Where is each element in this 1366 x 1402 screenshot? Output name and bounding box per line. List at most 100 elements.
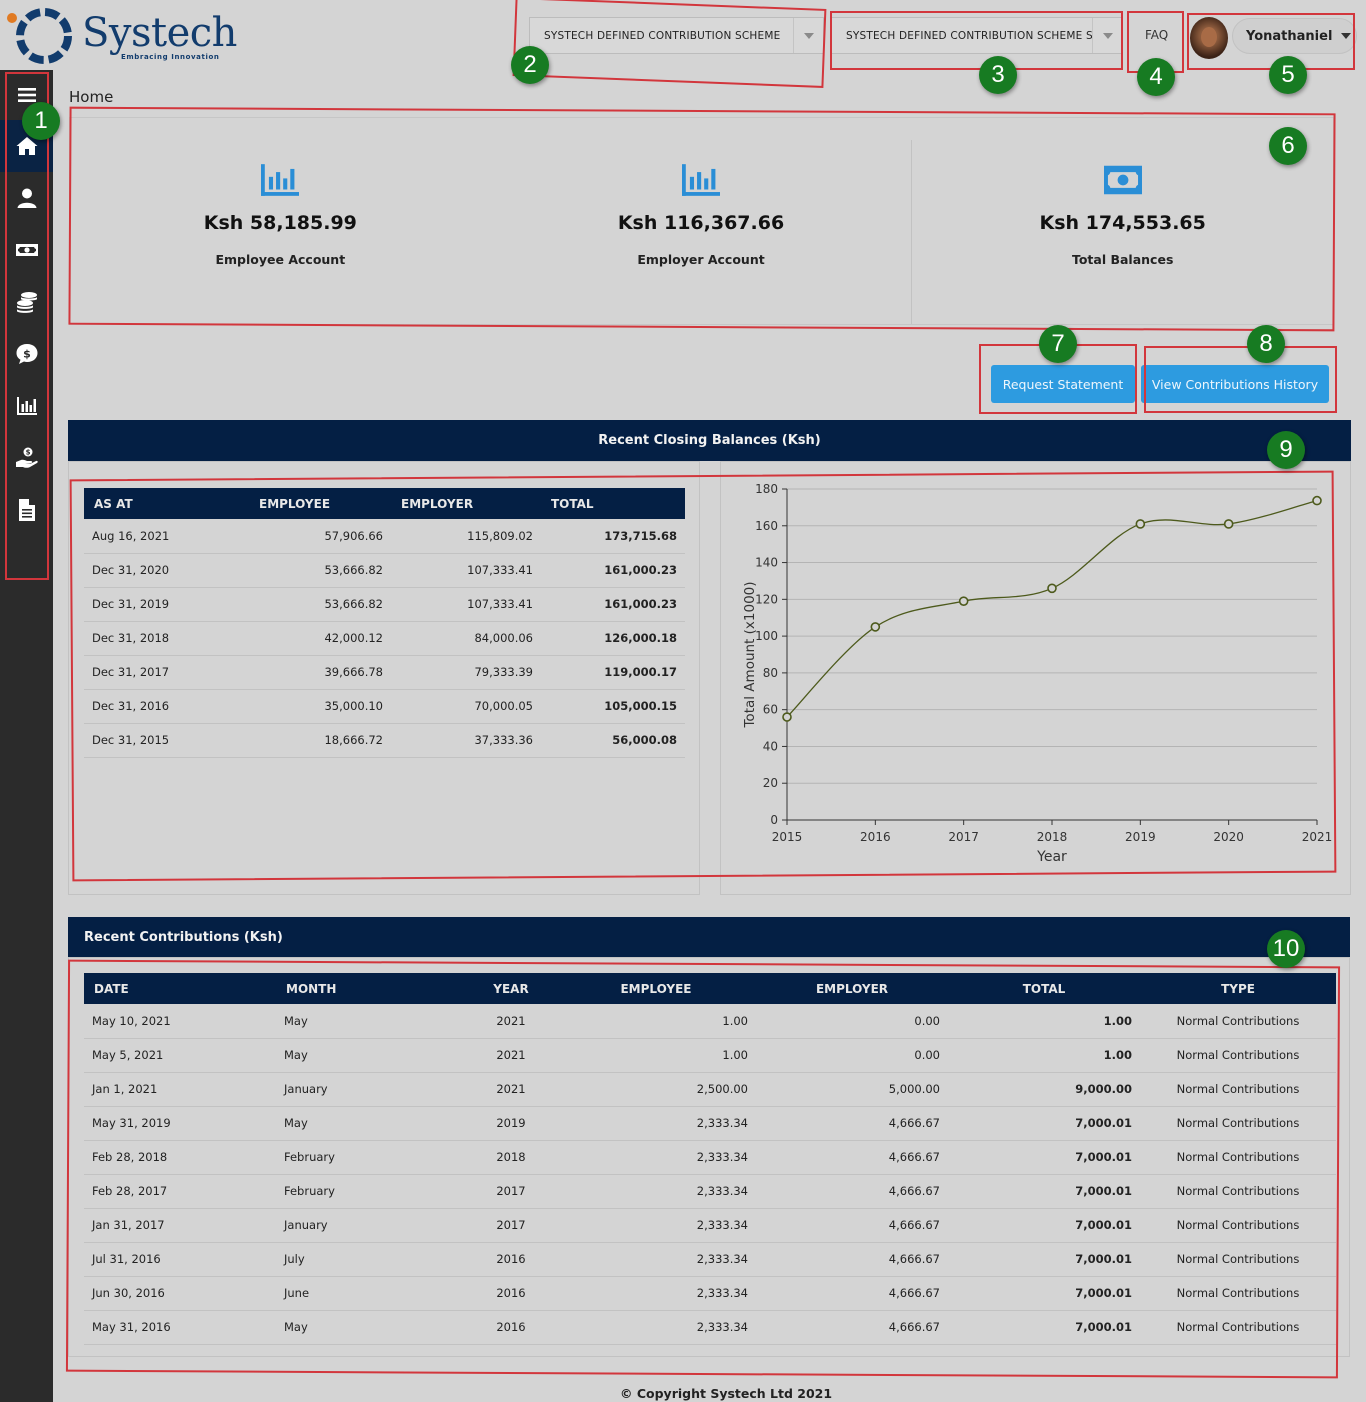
table-row: Jul 31, 2016 July 2016 2,333.34 4,666.67 7,00… [84, 1242, 1336, 1277]
employer-cell: 115,809.02 [391, 519, 541, 554]
col-month[interactable]: MONTH [276, 973, 466, 1004]
x-tick-label: 2021 [1302, 830, 1333, 844]
closing-balances-chart-panel: 0 20 40 60 80 100 120 140 160 180 2015 2016 2017 2018… [720, 461, 1351, 895]
member-scheme-select-value: SYSTECH DEFINED CONTRIBUTION SCHEME S [846, 29, 1092, 42]
sidebar-item-profile[interactable] [0, 172, 53, 224]
year-cell: 2019 [466, 1106, 556, 1141]
month-cell: May [276, 1004, 466, 1039]
col-employee[interactable]: EMPLOYEE [556, 973, 756, 1004]
table-row: Dec 31, 2016 35,000.10 70,000.05 105,000.15 [84, 689, 685, 724]
chevron-down-icon[interactable] [793, 18, 823, 53]
member-scheme-select[interactable]: SYSTECH DEFINED CONTRIBUTION SCHEME S [831, 17, 1123, 54]
x-axis-label: Year [1036, 849, 1067, 865]
hand-money-icon: $ [15, 447, 38, 468]
as-at-cell: Dec 31, 2019 [84, 587, 249, 622]
year-cell: 2016 [466, 1310, 556, 1345]
col-total[interactable]: TOTAL [948, 973, 1140, 1004]
year-cell: 2021 [466, 1004, 556, 1039]
col-year[interactable]: YEAR [466, 973, 556, 1004]
systech-logo[interactable]: Systech Embracing Innovation [4, 4, 237, 68]
col-employer[interactable]: EMPLOYER [391, 488, 541, 519]
date-cell: Jan 31, 2017 [84, 1208, 276, 1243]
as-at-cell: Aug 16, 2021 [84, 519, 249, 554]
annotation-badge-4: 4 [1137, 58, 1175, 96]
sidebar-item-contributions[interactable]: $ [0, 328, 53, 380]
col-employee[interactable]: EMPLOYEE [249, 488, 391, 519]
sidebar-item-benefits[interactable]: $ [0, 432, 53, 484]
col-as-at[interactable]: AS AT [84, 488, 249, 519]
avatar[interactable] [1190, 17, 1228, 59]
employer-account-label: Employer Account [637, 252, 765, 267]
y-tick-label: 180 [755, 482, 778, 496]
table-row: Feb 28, 2018 February 2018 2,333.34 4,666.67… [84, 1140, 1336, 1175]
user-menu-button[interactable]: Yonathaniel [1232, 18, 1357, 54]
recent-contributions-table: DATE MONTH YEAR EMPLOYEE EMPLOYER TOTAL … [84, 973, 1336, 1345]
sidebar-item-investments[interactable] [0, 276, 53, 328]
closing-balances-table-panel: AS AT EMPLOYEE EMPLOYER TOTAL Aug 16, 20… [68, 461, 700, 895]
username: Yonathaniel [1246, 28, 1333, 44]
user-icon [17, 188, 36, 208]
date-cell: Feb 28, 2018 [84, 1140, 276, 1175]
y-tick-label: 120 [755, 592, 778, 606]
data-point [870, 622, 881, 632]
employer-account-amount: Ksh 116,367.66 [617, 212, 785, 234]
faq-link[interactable]: FAQ [1145, 28, 1169, 42]
employer-cell: 4,666.67 [756, 1276, 948, 1311]
year-cell: 2017 [466, 1174, 556, 1209]
employee-cell: 2,333.34 [556, 1174, 756, 1209]
annotation-badge-3: 3 [979, 56, 1017, 94]
breadcrumb[interactable]: Home [69, 88, 114, 106]
type-cell: Normal Contributions [1140, 1140, 1336, 1175]
sidebar-item-balances[interactable] [0, 224, 53, 276]
series-line [786, 499, 1318, 718]
type-cell: Normal Contributions [1140, 1242, 1336, 1277]
data-point [1223, 519, 1234, 529]
y-tick-label: 60 [763, 703, 778, 717]
employer-cell: 4,666.67 [756, 1208, 948, 1243]
total-cell: 1.00 [948, 1004, 1140, 1039]
x-tick-label: 2019 [1125, 830, 1156, 844]
employee-cell: 2,333.34 [556, 1276, 756, 1311]
table-header-row: AS AT EMPLOYEE EMPLOYER TOTAL [84, 488, 685, 519]
col-total[interactable]: TOTAL [541, 488, 685, 519]
menu-toggle-button[interactable] [0, 70, 53, 120]
date-cell: Feb 28, 2017 [84, 1174, 276, 1209]
y-axis-label: Total Amount (x1000) [742, 581, 758, 728]
as-at-cell: Dec 31, 2016 [84, 689, 249, 724]
scheme-select[interactable]: SYSTECH DEFINED CONTRIBUTION SCHEME [529, 17, 824, 54]
request-statement-button[interactable]: Request Statement [991, 365, 1135, 403]
view-contributions-history-button[interactable]: View Contributions History [1141, 365, 1329, 403]
col-type[interactable]: TYPE [1140, 973, 1336, 1004]
annotation-badge-5: 5 [1269, 56, 1307, 94]
table-row: Feb 28, 2017 February 2017 2,333.34 4,666.67… [84, 1174, 1336, 1209]
type-cell: Normal Contributions [1140, 1106, 1336, 1141]
date-cell: Jan 1, 2021 [84, 1072, 276, 1107]
total-cell: 173,715.68 [541, 519, 685, 554]
y-tick-label: 100 [755, 629, 778, 643]
col-employer[interactable]: EMPLOYER [756, 973, 948, 1004]
annotation-badge-8: 8 [1247, 325, 1285, 363]
total-cell: 7,000.01 [948, 1276, 1140, 1311]
svg-text:$: $ [23, 348, 31, 361]
employer-cell: 37,333.36 [391, 723, 541, 758]
sidebar-item-reports[interactable] [0, 380, 53, 432]
y-tick-label: 160 [755, 519, 778, 533]
col-date[interactable]: DATE [84, 973, 276, 1004]
chevron-down-icon [1341, 33, 1352, 39]
employer-cell: 79,333.39 [391, 655, 541, 690]
chevron-down-icon[interactable] [1092, 18, 1122, 53]
employer-cell: 4,666.67 [756, 1174, 948, 1209]
month-cell: June [276, 1276, 466, 1311]
closing-balances-table: AS AT EMPLOYEE EMPLOYER TOTAL Aug 16, 20… [84, 488, 685, 758]
total-cell: 7,000.01 [948, 1174, 1140, 1209]
table-row: May 5, 2021 May 2021 1.00 0.00 1.00 Normal Con… [84, 1038, 1336, 1073]
menu-icon [17, 88, 36, 102]
sidebar-item-documents[interactable] [0, 484, 53, 536]
employee-cell: 53,666.82 [249, 553, 391, 588]
total-cell: 7,000.01 [948, 1140, 1140, 1175]
data-point [1047, 583, 1057, 594]
y-tick-label: 40 [763, 739, 778, 753]
table-row: May 31, 2019 May 2019 2,333.34 4,666.67 7,000… [84, 1106, 1336, 1141]
month-cell: February [276, 1174, 466, 1209]
employee-cell: 2,333.34 [556, 1106, 756, 1141]
